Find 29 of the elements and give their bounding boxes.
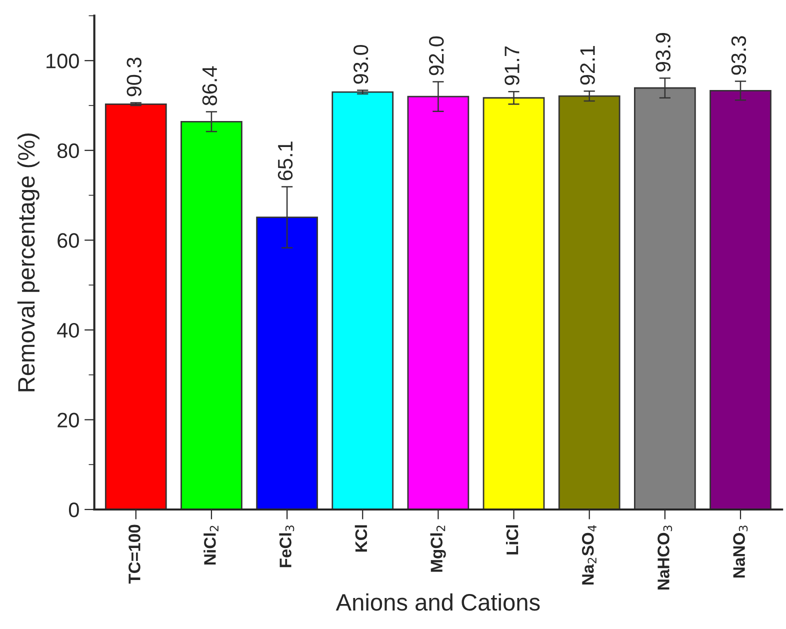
data-label: 93.3: [731, 36, 746, 75]
x-tick-label: MgCl$_{2}$: [430, 526, 446, 572]
x-tick-label: NaHCO$_{3}$: [658, 526, 672, 590]
y-axis-title: Removal percentage (%): [17, 133, 40, 392]
data-label: 92.0: [429, 36, 444, 76]
data-label: 65.1: [278, 142, 293, 180]
y-tick-label: 100: [46, 54, 79, 68]
x-tick-label: FeCl$_{3}$: [279, 525, 294, 568]
x-tick-label: NaNO$_{3}$: [733, 526, 748, 578]
data-label: 93.0: [353, 44, 368, 84]
bar: [558, 95, 620, 510]
x-tick-label: NiCl$_{2}$: [204, 526, 218, 564]
data-label: 86.4: [202, 66, 218, 106]
data-label: 90.3: [126, 58, 142, 96]
bar: [104, 103, 167, 510]
bar: [332, 91, 394, 510]
data-label: 92.1: [580, 46, 595, 85]
x-tick-label: Na$_{2}$SO$_{4}$: [582, 525, 596, 584]
data-label: 93.9: [656, 33, 671, 72]
x-tick-label: TC=100: [128, 524, 140, 584]
data-label: 91.7: [504, 46, 520, 86]
x-tick-label: KCl: [354, 525, 368, 552]
x-axis-title: Anions and Cations: [336, 593, 540, 611]
y-tick-label: 60: [58, 233, 79, 248]
x-tick-label: LiCl: [506, 525, 518, 554]
y-tick-label: 80: [57, 143, 79, 158]
y-tick-label: 0: [68, 502, 79, 518]
y-tick-label: 20: [58, 412, 79, 428]
y-tick-label: 40: [57, 322, 79, 338]
